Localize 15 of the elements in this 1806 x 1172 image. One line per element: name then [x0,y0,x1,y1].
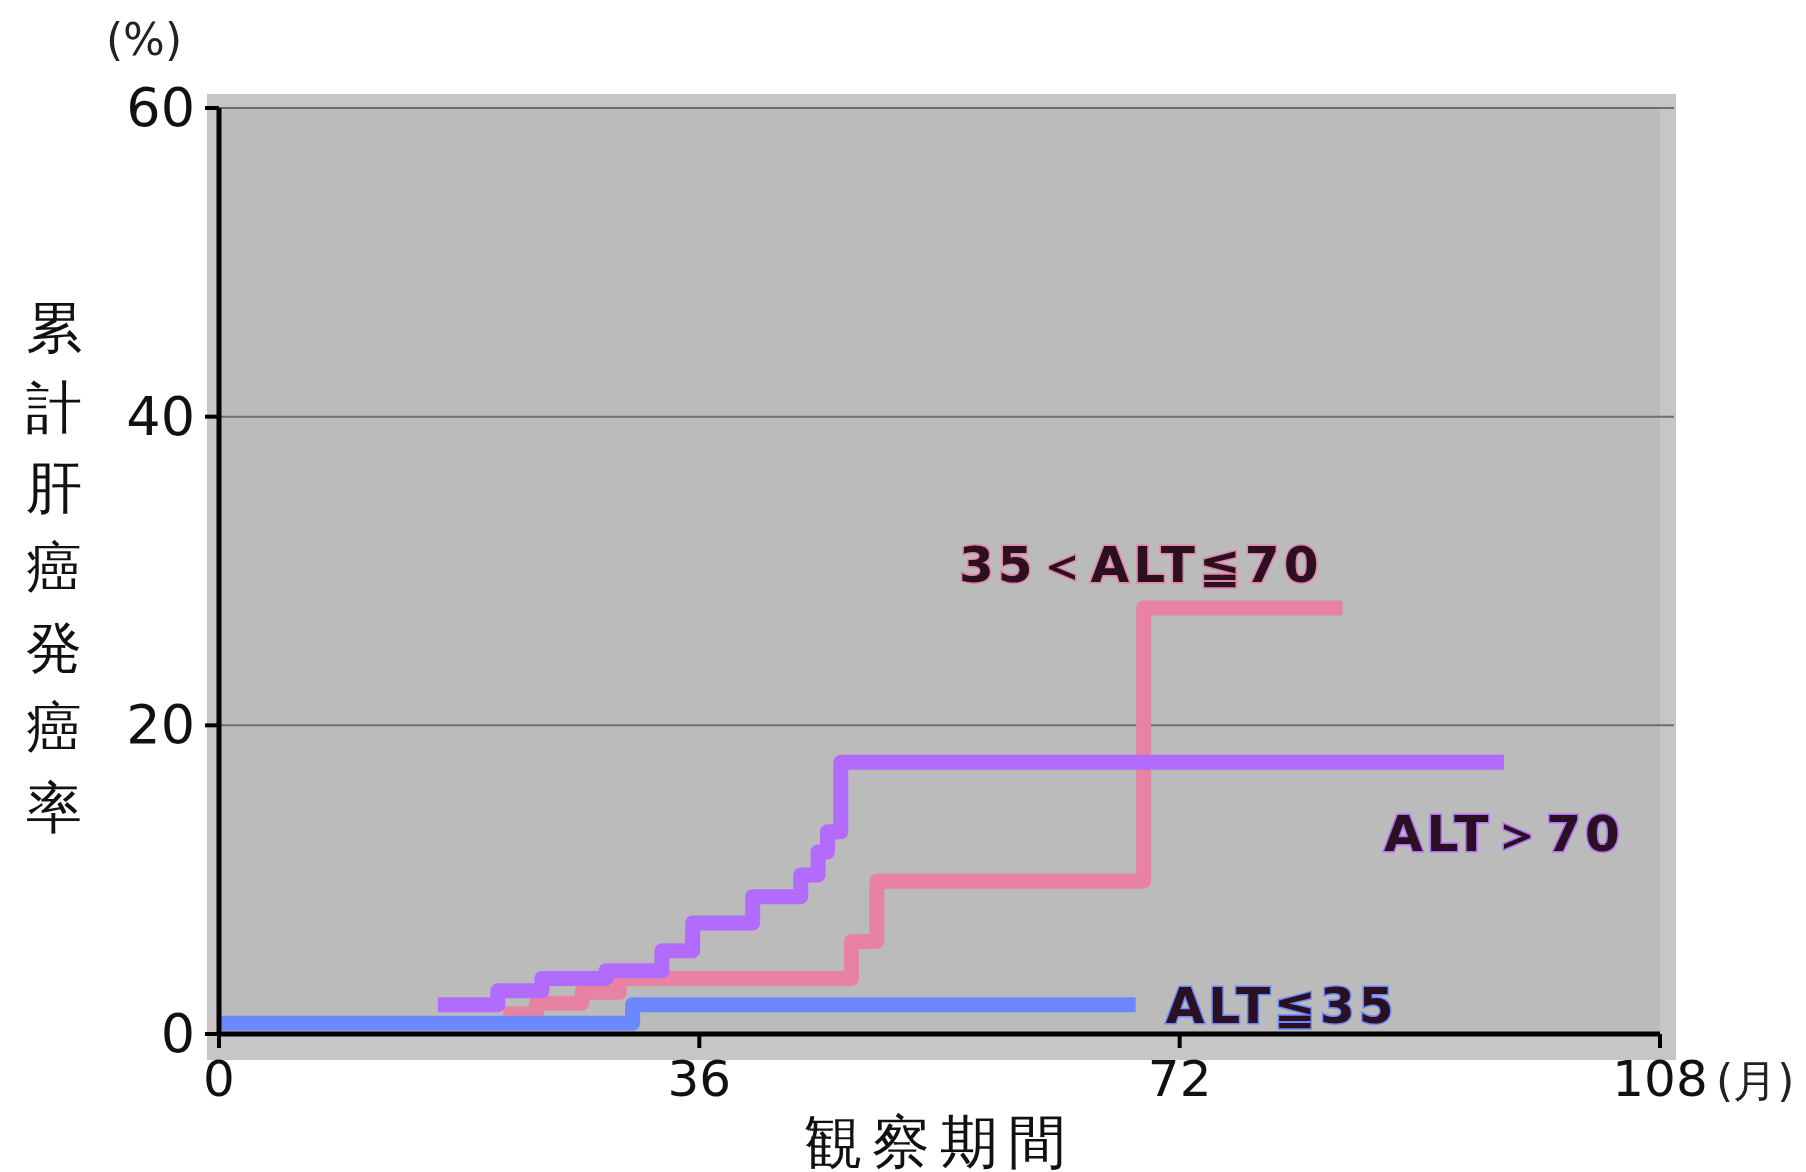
series-label: ALT≦35 [1165,977,1398,1036]
x-tick-label: 108 [1612,1050,1708,1108]
x-tick-label: 0 [203,1050,235,1108]
x-tick-label: 72 [1147,1050,1212,1108]
y-tick-label: 60 [126,76,195,139]
y-tick-label: 40 [126,384,195,448]
text: (月) [1716,1055,1795,1106]
series-label: 35＜ALT≦70 [958,535,1323,594]
series-label: ALT＞70 [1383,804,1624,863]
x-axis-title: 観察期間 [803,1108,1076,1172]
y-axis-title: 累計肝癌発癌率 [26,295,82,840]
x-tick-label: 36 [667,1050,732,1108]
y-tick-label: 0 [160,1002,195,1065]
y-tick-label: 20 [126,693,195,757]
text: (%) [105,14,183,65]
